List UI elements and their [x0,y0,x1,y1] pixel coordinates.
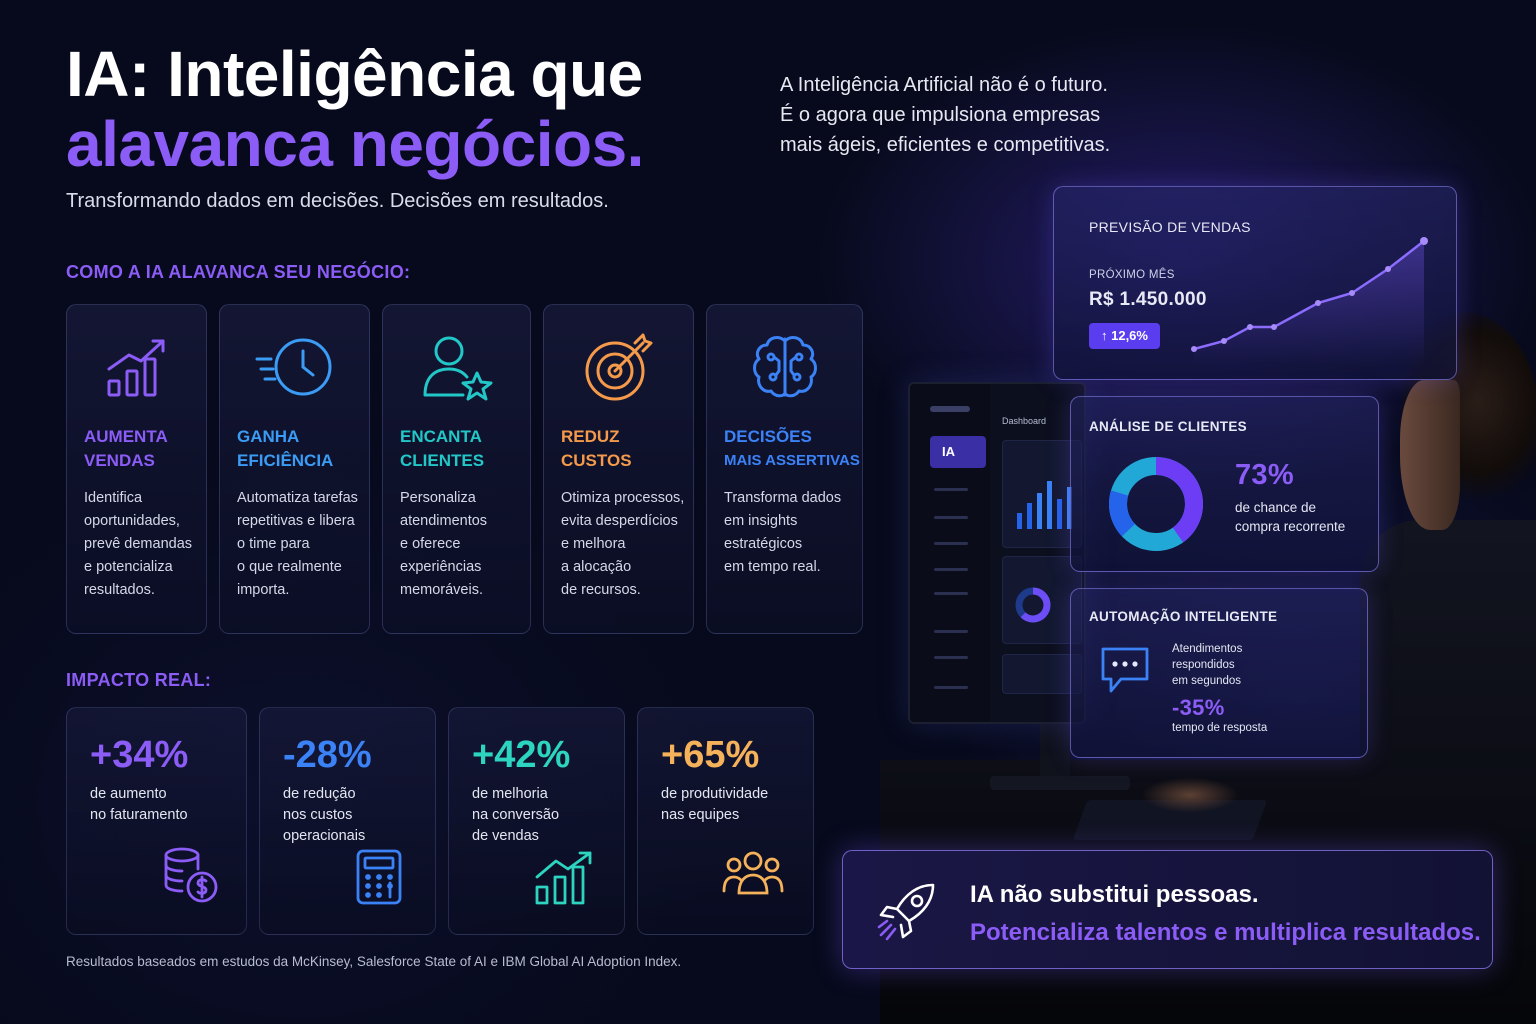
clients-panel-title: ANÁLISE DE CLIENTES [1089,419,1247,434]
fast-clock-icon [220,331,369,403]
monitor-stand [1040,720,1070,780]
page-title-line2: alavanca negócios. [66,108,644,180]
stat-desc: de redução nos custos operacionais [283,786,366,844]
stat-desc: de aumento no faturamento [90,786,188,823]
benefit-card-decisions: DECISÕES MAIS ASSERTIVAS Transforma dados… [706,304,863,634]
automation-panel-value-desc: tempo de resposta [1172,722,1268,734]
monitor-sidebar: IA [910,384,990,722]
sales-panel-title: PREVISÃO DE VENDAS [1089,219,1251,235]
footnote: Resultados baseados em estudos da McKins… [66,954,682,969]
calculator-icon [355,849,403,910]
cta-banner: IA não substitui pessoas. Potencializa t… [842,850,1493,969]
client-donut-chart [1109,457,1203,551]
benefit-card-efficiency: GANHA EFICIÊNCIA Automatiza tarefas repeti… [219,304,370,634]
monitor-screen: IA Dashboard [908,382,1086,724]
monitor-bar-panel [1002,440,1082,548]
benefit-desc: Personaliza atendimentos e oferece experiên… [400,490,488,598]
monitor-title: Dashboard [1002,416,1047,426]
stat-value: +65% [661,734,760,776]
benefit-title: AUMENTA VENDAS [84,427,168,470]
benefit-card-clients: ENCANTA CLIENTES Personaliza atendimentos e… [382,304,531,634]
team-icon [721,849,785,902]
intro-text: A Inteligência Artificial não é o futuro… [780,74,1111,156]
person-hands [1130,770,1250,820]
monitor-sidebar-item-ia: IA [930,436,986,468]
cta-line1: IA não substitui pessoas. [970,881,1259,908]
sales-trend-line [1191,237,1428,365]
benefit-desc: Automatiza tarefas repetitivas e libera o … [237,490,358,598]
automation-panel-desc: Atendimentos respondidos em segundos [1172,643,1243,687]
client-analysis-panel: ANÁLISE DE CLIENTES 73% de chance de comp… [1070,396,1379,572]
benefit-desc: Otimiza processos, evita desperdícios e me… [561,490,685,598]
automation-panel-value: -35% [1172,695,1225,720]
stat-card-conversion: +42% de melhoria na conversão de vendas [448,707,625,935]
growth-badge: ↑ 12,6% [1089,323,1160,349]
cta-line2: Potencializa talentos e multiplica resul… [970,919,1481,946]
benefit-title: DECISÕES MAIS ASSERTIVAS [724,427,860,469]
monitor-stand-base [990,776,1130,790]
stat-card-costs: -28% de redução nos custos operacionais [259,707,436,935]
benefits-section-label: COMO A IA ALAVANCA SEU NEGÓCIO: [66,262,411,282]
target-icon [544,331,693,403]
automation-panel-title: AUTOMAÇÃO INTELIGENTE [1089,609,1278,624]
benefit-title: REDUZ CUSTOS [561,427,632,470]
benefit-desc: Identifica oportunidades, prevê demandas e … [84,490,193,598]
growth-chart-icon [67,331,206,403]
monitor-bottom-panel [1002,654,1082,694]
sales-forecast-panel: PREVISÃO DE VENDAS PRÓXIMO MÊS R$ 1.450.… [1053,186,1457,380]
benefit-card-costs: REDUZ CUSTOS Otimiza processos, evita desp… [543,304,694,634]
stat-desc: de produtividade nas equipes [661,786,769,823]
benefit-title: GANHA EFICIÊNCIA [237,427,334,470]
stat-card-productivity: +65% de produtividade nas equipes [637,707,814,935]
sales-panel-label: PRÓXIMO MÊS [1089,269,1175,281]
chat-bubble-icon [1101,647,1149,693]
user-star-icon [383,331,530,403]
monitor-donut-panel [1002,556,1082,644]
stat-card-revenue: +34% de aumento no faturamento [66,707,247,935]
person-body [1360,520,1536,860]
benefit-desc: Transforma dados em insights estratégicos e… [724,490,842,575]
stat-value: +42% [472,734,571,776]
impact-section-label: IMPACTO REAL: [66,670,212,690]
page-subtitle: Transformando dados em decisões. Decisõe… [66,190,609,212]
coins-dollar-icon [160,845,220,910]
person-face [1400,380,1460,530]
clients-panel-value: 73% [1235,459,1294,491]
automation-panel: AUTOMAÇÃO INTELIGENTE Atendimentos respon… [1070,588,1368,758]
brain-icon [707,331,862,403]
sales-panel-value: R$ 1.450.000 [1089,289,1207,310]
page-title-line1: IA: Inteligência que [66,38,643,110]
benefit-title: ENCANTA CLIENTES [400,427,485,470]
stat-value: -28% [283,734,372,776]
rocket-icon [877,883,935,941]
clients-panel-desc: de chance de compra recorrente [1235,500,1346,534]
benefit-card-sales: AUMENTA VENDAS Identifica oportunidades, pr… [66,304,207,634]
stat-desc: de melhoria na conversão de vendas [472,786,560,844]
bar-growth-icon [534,849,594,910]
stat-value: +34% [90,734,189,776]
